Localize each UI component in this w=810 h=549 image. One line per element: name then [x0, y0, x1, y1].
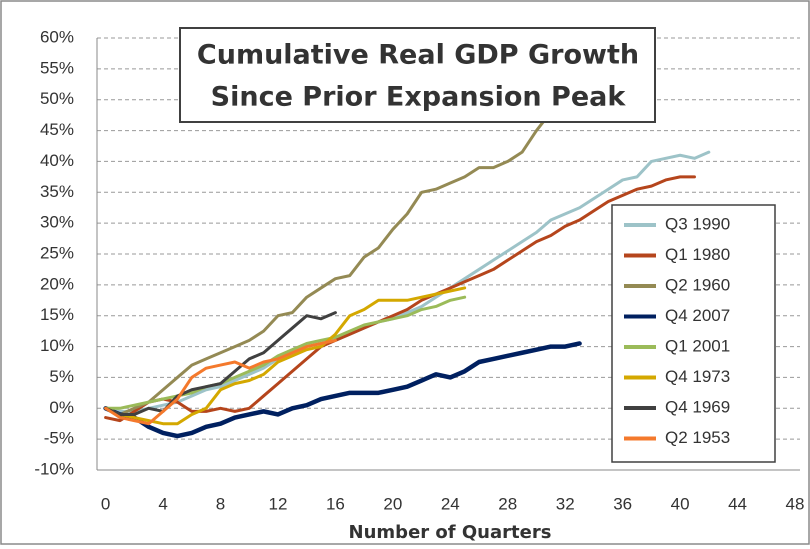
- y-tick-label: 15%: [40, 305, 74, 324]
- x-tick-label: 0: [101, 494, 110, 513]
- series-line: [104, 338, 337, 426]
- legend-label: Q3 1990: [665, 214, 730, 233]
- y-tick-label: 35%: [40, 182, 74, 201]
- x-tick-label: 44: [728, 494, 747, 513]
- series-line: [104, 92, 567, 416]
- legend-label: Q2 1960: [665, 275, 730, 294]
- x-tick-label: 36: [613, 494, 632, 513]
- x-tick-label: 32: [556, 494, 575, 513]
- legend-label: Q1 2001: [665, 336, 730, 355]
- plot-lines: [103, 92, 711, 439]
- legend-label: Q1 1980: [665, 245, 730, 264]
- title-box: [179, 27, 656, 123]
- legend-label: Q4 1969: [665, 397, 730, 416]
- y-tick-label: 5%: [49, 367, 74, 386]
- x-tick-label: 28: [498, 494, 517, 513]
- x-tick-label: 16: [326, 494, 345, 513]
- y-tick-label: 30%: [40, 213, 74, 232]
- x-tick-label: 20: [383, 494, 402, 513]
- axes: -10% -5% 0% 5% 10% 15% 20% 25% 30% 35% 40% 45% 50% 55…: [34, 27, 804, 513]
- y-tick-label: -10%: [34, 459, 74, 478]
- y-tick-label: 45%: [40, 120, 74, 139]
- y-tick-label: 55%: [40, 58, 74, 77]
- y-tick-label: 40%: [40, 151, 74, 170]
- y-tick-label: -5%: [44, 429, 74, 448]
- series-line: [104, 175, 696, 423]
- x-tick-label: 12: [269, 494, 288, 513]
- y-tick-label: 0%: [49, 398, 74, 417]
- x-tick-label: 48: [786, 494, 805, 513]
- legend: Q3 1990 Q1 1980 Q2 1960 Q4 2007 Q1 2001 Q4 19…: [624, 214, 730, 447]
- y-tick-label: 10%: [40, 336, 74, 355]
- chart-title: Cumulative Real GDP Growth: [197, 40, 639, 71]
- x-tick-label: 40: [671, 494, 690, 513]
- x-axis-label: Number of Quarters: [349, 522, 552, 543]
- series-line: [104, 295, 467, 410]
- x-tick-label: 4: [158, 494, 167, 513]
- y-tick-label: 50%: [40, 89, 74, 108]
- legend-box: [611, 204, 776, 463]
- series-line: [103, 341, 582, 439]
- y-tick-label: 25%: [40, 243, 74, 262]
- series-line: [104, 286, 467, 426]
- series-line: [104, 150, 711, 413]
- series-line: [104, 311, 337, 416]
- y-tick-label: 60%: [40, 27, 74, 46]
- chart-subtitle: Since Prior Expansion Peak: [211, 82, 627, 113]
- legend-label: Q4 1973: [665, 367, 730, 386]
- legend-label: Q4 2007: [665, 306, 730, 325]
- x-tick-label: 24: [441, 494, 460, 513]
- y-tick-label: 20%: [40, 274, 74, 293]
- x-tick-label: 8: [216, 494, 225, 513]
- legend-label: Q2 1953: [665, 428, 730, 447]
